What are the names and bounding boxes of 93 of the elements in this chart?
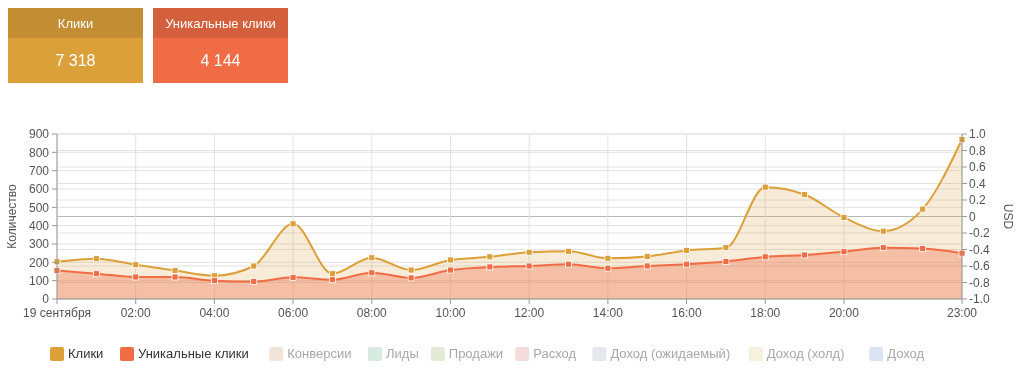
x-tick-label: 12:00 bbox=[514, 306, 545, 320]
point bbox=[801, 251, 809, 259]
legend-label: Конверсии bbox=[287, 346, 352, 361]
point bbox=[447, 266, 454, 274]
point bbox=[722, 244, 730, 252]
y2-axis-title: USD bbox=[1001, 203, 1015, 230]
legend-label: Доход bbox=[887, 346, 925, 361]
point bbox=[604, 264, 612, 272]
x-tick-label: 02:00 bbox=[120, 306, 152, 320]
y-tick-label: 600 bbox=[28, 182, 50, 197]
y2-tick-label: 0.6 bbox=[969, 160, 987, 175]
point bbox=[329, 276, 336, 284]
x-tick-label: 19 сентября bbox=[23, 306, 91, 320]
legend-label: Лиды bbox=[386, 346, 419, 361]
point bbox=[840, 248, 848, 256]
point bbox=[525, 262, 533, 270]
point bbox=[801, 191, 809, 198]
y-tick-label: 0 bbox=[42, 292, 50, 307]
point bbox=[368, 254, 376, 262]
y-tick-label: 300 bbox=[28, 237, 50, 252]
point bbox=[289, 220, 297, 228]
y-tick-label: 800 bbox=[28, 145, 50, 160]
x-tick-label: 08:00 bbox=[356, 306, 388, 320]
point bbox=[132, 273, 140, 281]
point bbox=[840, 214, 848, 221]
point bbox=[604, 254, 612, 262]
y-axis-title: Количество bbox=[5, 183, 19, 249]
point bbox=[958, 249, 966, 257]
point bbox=[643, 253, 651, 260]
text: 4 144 bbox=[200, 52, 241, 69]
point bbox=[171, 267, 179, 274]
x-tick-label: 16:00 bbox=[671, 306, 702, 320]
point bbox=[879, 227, 887, 235]
point bbox=[565, 260, 572, 268]
point bbox=[761, 253, 769, 261]
x-tick-label: 23:00 bbox=[946, 306, 978, 320]
y2-tick-label: -1.0 bbox=[969, 292, 990, 307]
point bbox=[210, 277, 218, 285]
category-label: Уникальные клики bbox=[165, 16, 276, 31]
point bbox=[407, 274, 415, 282]
y2-tick-label: 0.4 bbox=[969, 176, 987, 191]
legend-label: Продажи bbox=[448, 346, 504, 361]
x-tick-label: 14:00 bbox=[592, 306, 624, 320]
category-label: Клики bbox=[57, 16, 94, 31]
y-tick-label: 200 bbox=[28, 255, 50, 270]
x-tick-label: 06:00 bbox=[278, 306, 309, 320]
point bbox=[643, 262, 651, 270]
point bbox=[53, 267, 61, 274]
point bbox=[683, 247, 690, 254]
y-tick-label: 500 bbox=[28, 200, 50, 215]
y2-tick-label: 0 bbox=[969, 209, 976, 224]
point bbox=[722, 258, 730, 265]
y2-tick-label: 1.0 bbox=[969, 127, 987, 142]
y2-tick-label: -0.8 bbox=[969, 275, 990, 290]
point bbox=[368, 269, 376, 277]
y2-tick-label: -0.4 bbox=[969, 242, 990, 257]
legend-label: Доход (ожидаемый) bbox=[610, 346, 731, 361]
legend-label: Уникальные клики bbox=[138, 346, 249, 361]
point bbox=[250, 262, 258, 270]
point bbox=[565, 247, 572, 255]
legend-label: Доход (холд) bbox=[766, 346, 845, 361]
y-tick-label: 900 bbox=[28, 127, 50, 142]
legend-label: Расход bbox=[533, 346, 577, 361]
legend-label: Клики bbox=[68, 346, 104, 361]
point bbox=[761, 183, 769, 191]
point bbox=[132, 261, 140, 269]
point bbox=[447, 256, 454, 264]
text: 7 318 bbox=[55, 52, 96, 69]
point bbox=[92, 270, 100, 278]
point bbox=[525, 248, 533, 256]
point bbox=[683, 260, 690, 268]
x-tick-label: 20:00 bbox=[828, 306, 860, 320]
point bbox=[329, 270, 336, 278]
point bbox=[919, 205, 927, 213]
x-tick-label: 04:00 bbox=[199, 306, 230, 320]
x-tick-label: 10:00 bbox=[435, 306, 466, 320]
point bbox=[486, 263, 494, 271]
y-tick-label: 700 bbox=[28, 163, 50, 178]
y-tick-label: 400 bbox=[28, 218, 50, 233]
point bbox=[879, 244, 887, 252]
y-tick-label: 100 bbox=[28, 273, 50, 288]
y2-tick-label: 0.2 bbox=[969, 193, 987, 208]
y2-tick-label: -0.6 bbox=[969, 259, 990, 274]
point bbox=[250, 278, 258, 285]
point bbox=[486, 253, 494, 261]
point bbox=[92, 255, 100, 263]
x-tick-label: 18:00 bbox=[750, 306, 781, 320]
point bbox=[171, 273, 179, 281]
y2-tick-label: -0.2 bbox=[969, 226, 990, 241]
point bbox=[289, 273, 297, 281]
point bbox=[919, 245, 927, 252]
point bbox=[407, 266, 415, 274]
y2-tick-label: 0.8 bbox=[969, 143, 987, 158]
